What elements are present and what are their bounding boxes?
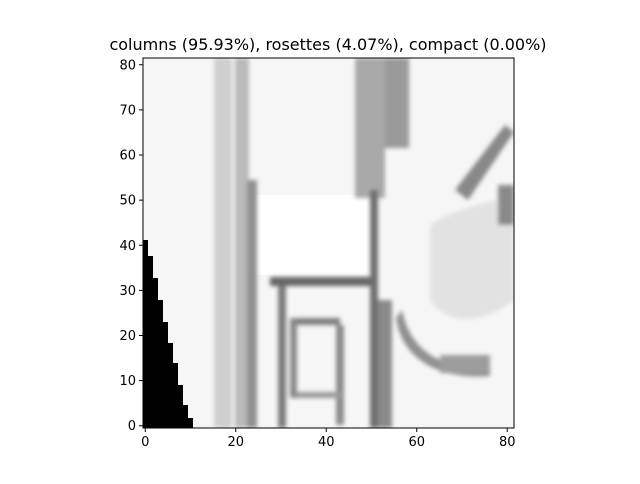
diagonal-arm xyxy=(455,125,514,200)
y-tick-label: 20 xyxy=(119,329,136,344)
column-right-top xyxy=(385,58,409,148)
y-tick-label: 30 xyxy=(119,284,136,299)
x-axis: 0 20 40 60 80 xyxy=(141,428,515,450)
x-tick-label: 80 xyxy=(499,435,516,450)
x-tick-label: 20 xyxy=(227,435,244,450)
x-tick-label: 60 xyxy=(408,435,425,450)
heatmap-image xyxy=(143,58,514,428)
column-right-line xyxy=(370,190,378,428)
image-white-region xyxy=(250,195,372,275)
inner-post-left xyxy=(278,286,286,428)
right-lower-band xyxy=(440,355,490,373)
x-tick-label: 40 xyxy=(318,435,335,450)
y-tick-label: 50 xyxy=(119,194,136,209)
y-tick-label: 40 xyxy=(119,239,136,254)
black-triangle xyxy=(143,240,193,428)
column-right-base xyxy=(378,300,392,428)
y-tick-label: 60 xyxy=(119,149,136,164)
inner-box-bottom xyxy=(296,392,341,398)
y-tick-label: 80 xyxy=(119,58,136,73)
inner-box-top xyxy=(290,318,340,325)
y-tick-label: 10 xyxy=(119,374,136,389)
column-left-edge xyxy=(247,180,257,428)
column-left-inner xyxy=(235,58,249,428)
x-tick-label: 0 xyxy=(141,435,149,450)
chart-title: columns (95.93%), rosettes (4.07%), comp… xyxy=(109,35,546,54)
rosette-shade xyxy=(430,190,514,319)
column-left-outer xyxy=(214,58,232,428)
inner-box-left xyxy=(290,318,297,398)
inner-box-right xyxy=(336,325,344,425)
y-tick-label: 70 xyxy=(119,103,136,118)
crystal-structure xyxy=(214,58,514,428)
y-axis: 0 10 20 30 40 50 60 70 80 xyxy=(119,58,143,434)
plot-frame xyxy=(142,57,515,429)
y-tick-label: 0 xyxy=(128,419,136,434)
column-right-outer xyxy=(355,58,385,198)
right-dark-spot xyxy=(498,185,514,225)
crossbar xyxy=(270,277,370,286)
